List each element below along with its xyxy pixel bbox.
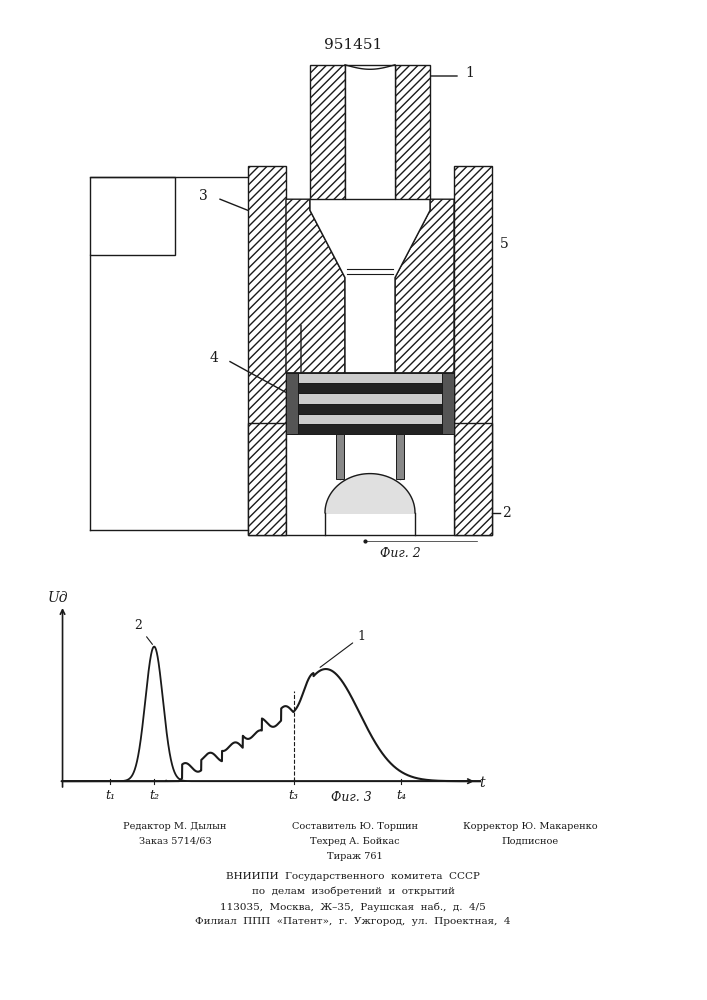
- Text: 6: 6: [127, 207, 139, 225]
- Polygon shape: [325, 474, 415, 513]
- Text: t₃: t₃: [288, 789, 298, 802]
- Text: Uд: Uд: [47, 591, 68, 605]
- Text: Корректор Ю. Макаренко: Корректор Ю. Макаренко: [462, 822, 597, 831]
- Text: Фиг. 3: Фиг. 3: [331, 791, 372, 804]
- Bar: [291, 404, 449, 414]
- Text: 4: 4: [209, 351, 218, 365]
- Polygon shape: [310, 199, 430, 373]
- Bar: [291, 373, 449, 383]
- Text: Редактор М. Дылын: Редактор М. Дылын: [123, 822, 227, 831]
- Bar: [90, 177, 175, 255]
- Text: 1: 1: [320, 630, 366, 667]
- Bar: [248, 166, 286, 535]
- Bar: [336, 434, 344, 479]
- Text: ВНИИПИ  Государственного  комитета  СССР: ВНИИПИ Государственного комитета СССР: [226, 872, 480, 881]
- Bar: [291, 424, 449, 434]
- Text: 113035,  Москва,  Ж–35,  Раушская  наб.,  д.  4/5: 113035, Москва, Ж–35, Раушская наб., д. …: [220, 902, 486, 912]
- Text: 3: 3: [199, 189, 208, 203]
- Bar: [345, 65, 395, 199]
- Bar: [442, 373, 454, 434]
- Text: t: t: [479, 776, 484, 790]
- Bar: [291, 383, 449, 393]
- Bar: [291, 393, 449, 404]
- Text: Составитель Ю. Торшин: Составитель Ю. Торшин: [292, 822, 418, 831]
- Text: t₂: t₂: [149, 789, 159, 802]
- Text: Заказ 5714/63: Заказ 5714/63: [139, 837, 211, 846]
- Polygon shape: [286, 199, 345, 373]
- Text: 2: 2: [502, 506, 510, 520]
- Bar: [454, 423, 492, 535]
- Bar: [395, 65, 430, 199]
- Text: t₄: t₄: [396, 789, 406, 802]
- Text: Тираж 761: Тираж 761: [327, 852, 383, 861]
- Text: Техред А. Бойкас: Техред А. Бойкас: [310, 837, 400, 846]
- Text: 1: 1: [465, 66, 474, 80]
- Bar: [396, 434, 404, 479]
- Bar: [454, 166, 492, 535]
- Text: 951451: 951451: [324, 38, 382, 52]
- Text: по  делам  изобретений  и  открытий: по делам изобретений и открытий: [252, 887, 455, 896]
- Bar: [286, 373, 298, 434]
- Text: Подписное: Подписное: [501, 837, 559, 846]
- Text: 5: 5: [500, 237, 509, 251]
- Polygon shape: [395, 199, 454, 373]
- Text: Фиг. 2: Фиг. 2: [380, 547, 421, 560]
- Bar: [291, 414, 449, 424]
- Bar: [286, 378, 454, 535]
- Text: Филиал  ППП  «Патент»,  г.  Ужгород,  ул.  Проектная,  4: Филиал ППП «Патент», г. Ужгород, ул. Про…: [195, 917, 510, 926]
- Text: 2: 2: [134, 619, 153, 644]
- Bar: [310, 65, 345, 199]
- Text: t₁: t₁: [105, 789, 115, 802]
- Bar: [248, 423, 286, 535]
